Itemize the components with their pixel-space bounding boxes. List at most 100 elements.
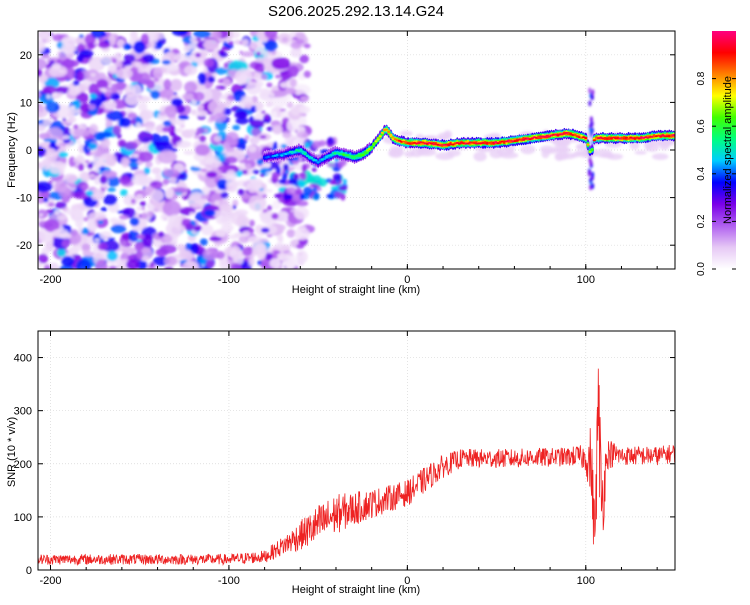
- noise-blob: [207, 76, 216, 83]
- noise-blob: [194, 110, 208, 117]
- noise-blob: [176, 140, 192, 148]
- haze-blob: [520, 144, 536, 155]
- noise-blob: [259, 90, 275, 102]
- noise-blob: [284, 87, 297, 95]
- noise-blob: [38, 92, 41, 98]
- noise-blob: [69, 229, 78, 236]
- noise-blob: [132, 84, 142, 96]
- snr-background: [38, 331, 675, 570]
- noise-blob: [38, 181, 53, 193]
- noise-blob: [272, 124, 283, 135]
- noise-blob: [201, 224, 214, 236]
- noise-blob: [124, 141, 139, 151]
- heatmap-y-axis-label: Frequency (Hz): [6, 112, 18, 188]
- noise-blob: [303, 70, 311, 78]
- noise-blob: [248, 219, 255, 227]
- spike-blob: [591, 183, 595, 190]
- noise-blob: [136, 95, 151, 103]
- noise-blob: [282, 255, 299, 269]
- noise-blob: [106, 250, 118, 262]
- noise-blob: [107, 187, 116, 192]
- noise-blob: [134, 61, 143, 69]
- noise-blob: [142, 255, 150, 261]
- noise-blob: [38, 200, 44, 204]
- noise-blob: [101, 33, 107, 37]
- noise-blob: [122, 43, 132, 50]
- noise-blob: [266, 205, 273, 211]
- spike-blob: [589, 121, 593, 128]
- noise-blob: [127, 112, 137, 120]
- noise-blob: [220, 216, 230, 223]
- noise-blob: [73, 157, 86, 164]
- ridge-segment: [314, 159, 318, 162]
- noise-blob: [99, 175, 108, 185]
- noise-blob: [38, 123, 46, 132]
- ridge-segment: [592, 139, 596, 142]
- noise-blob: [332, 173, 342, 181]
- haze-blob: [415, 133, 424, 140]
- noise-blob: [277, 32, 292, 45]
- noise-blob: [317, 178, 328, 187]
- noise-blob: [266, 82, 273, 88]
- noise-blob: [215, 85, 227, 90]
- noise-blob: [109, 217, 119, 224]
- ridge-segment: [292, 150, 297, 154]
- noise-blob: [338, 185, 348, 191]
- noise-blob: [311, 167, 317, 172]
- noise-blob: [183, 45, 191, 52]
- noise-blob: [265, 101, 274, 108]
- noise-blob: [54, 86, 71, 94]
- noise-blob: [100, 207, 108, 212]
- noise-blob: [78, 34, 85, 38]
- noise-blob: [149, 180, 164, 189]
- noise-blob: [78, 163, 85, 172]
- noise-blob: [103, 194, 118, 206]
- noise-blob: [43, 197, 49, 203]
- ridge-segment: [310, 156, 314, 160]
- noise-blob: [236, 142, 247, 151]
- noise-blob: [77, 43, 85, 52]
- noise-blob: [82, 79, 91, 87]
- haze-blob: [489, 132, 501, 138]
- ridge-segment: [322, 157, 327, 160]
- noise-blob: [274, 51, 283, 58]
- noise-blob: [294, 188, 303, 195]
- snr-y-tick-label: 400: [14, 353, 32, 365]
- noise-blob: [190, 242, 199, 255]
- noise-blob: [88, 104, 97, 110]
- noise-blob: [209, 236, 222, 242]
- noise-blob: [58, 53, 67, 61]
- snr-y-ticks: 0 100 200 300 400: [14, 353, 675, 577]
- ridge-segment: [530, 137, 534, 140]
- noise-blob: [204, 174, 219, 189]
- noise-blob: [70, 105, 76, 110]
- colorbar-tick-label: 0.8: [696, 71, 707, 85]
- noise-blob: [193, 135, 201, 140]
- noise-blob: [211, 31, 222, 40]
- noise-blob: [155, 173, 162, 183]
- noise-blob: [300, 172, 307, 181]
- noise-blob: [128, 229, 140, 242]
- ridge-segment: [329, 153, 333, 157]
- heatmap-ridge: [263, 124, 675, 169]
- noise-blob: [225, 99, 232, 107]
- noise-blob: [189, 212, 195, 216]
- noise-blob: [247, 228, 255, 234]
- haze-blob: [552, 138, 570, 147]
- noise-blob: [244, 134, 250, 141]
- noise-blob: [46, 93, 51, 100]
- noise-blob: [74, 36, 88, 46]
- spike-blob: [588, 100, 592, 107]
- noise-blob: [121, 241, 126, 247]
- ridge-segment: [620, 136, 624, 139]
- noise-blob: [42, 85, 57, 95]
- noise-blob: [130, 166, 139, 171]
- noise-blob: [80, 171, 90, 184]
- noise-blob: [49, 166, 63, 174]
- noise-blob: [65, 208, 75, 216]
- noise-blob: [95, 72, 106, 79]
- noise-blob: [259, 173, 265, 177]
- noise-blob: [137, 130, 153, 144]
- noise-blob: [85, 160, 90, 163]
- noise-blob: [139, 109, 154, 120]
